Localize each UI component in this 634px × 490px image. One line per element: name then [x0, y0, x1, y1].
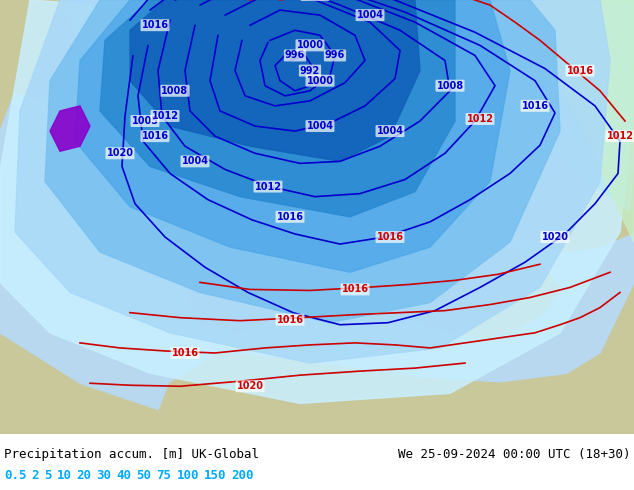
Text: 1012: 1012	[607, 131, 633, 141]
Text: 996: 996	[285, 50, 305, 60]
Text: 1016: 1016	[276, 212, 304, 222]
Polygon shape	[480, 0, 634, 212]
Text: 996: 996	[325, 50, 345, 60]
Text: 992: 992	[300, 66, 320, 75]
Text: 1004: 1004	[306, 121, 333, 131]
Text: 2: 2	[32, 469, 39, 483]
Text: Precipitation accum. [m] UK-Global: Precipitation accum. [m] UK-Global	[4, 448, 259, 461]
Text: 1012: 1012	[152, 111, 179, 121]
Polygon shape	[185, 247, 285, 333]
Text: 1016: 1016	[567, 66, 593, 75]
Text: 1012: 1012	[467, 114, 493, 124]
Text: 1020: 1020	[107, 148, 134, 158]
Polygon shape	[75, 0, 510, 272]
Polygon shape	[170, 30, 230, 71]
Polygon shape	[130, 0, 420, 161]
Text: 1016: 1016	[141, 20, 169, 30]
Text: 200: 200	[231, 469, 254, 483]
Polygon shape	[0, 0, 634, 434]
Text: 30: 30	[96, 469, 112, 483]
Polygon shape	[405, 0, 520, 181]
Text: 40: 40	[117, 469, 131, 483]
Text: 1016: 1016	[522, 101, 548, 111]
Text: 150: 150	[204, 469, 226, 483]
Text: 50: 50	[136, 469, 152, 483]
Text: 1016: 1016	[377, 232, 403, 242]
Text: 1008: 1008	[436, 81, 463, 91]
Text: 1000: 1000	[306, 75, 333, 86]
Text: 5: 5	[44, 469, 51, 483]
Text: 1016: 1016	[342, 284, 368, 294]
Text: 1004: 1004	[356, 10, 384, 20]
Polygon shape	[100, 0, 455, 217]
Text: 1020: 1020	[236, 381, 264, 391]
Text: 1000: 1000	[297, 40, 323, 50]
Text: 1008: 1008	[162, 86, 188, 96]
Text: 0.5: 0.5	[4, 469, 27, 483]
Polygon shape	[150, 353, 634, 434]
Polygon shape	[265, 172, 450, 277]
Text: 1020: 1020	[541, 232, 569, 242]
Polygon shape	[250, 71, 290, 141]
Text: 75: 75	[157, 469, 172, 483]
Polygon shape	[0, 0, 80, 101]
Text: 1012: 1012	[254, 182, 281, 192]
Text: We 25-09-2024 00:00 UTC (18+30): We 25-09-2024 00:00 UTC (18+30)	[398, 448, 630, 461]
Text: 10: 10	[56, 469, 72, 483]
Polygon shape	[0, 0, 634, 403]
Text: 1016: 1016	[141, 131, 169, 141]
Polygon shape	[460, 0, 634, 252]
Text: 100: 100	[176, 469, 199, 483]
Text: 1005: 1005	[131, 116, 158, 126]
Text: 1016: 1016	[276, 315, 304, 325]
Text: 1004: 1004	[377, 126, 403, 136]
Text: 1004: 1004	[181, 156, 209, 167]
Polygon shape	[490, 0, 634, 242]
Polygon shape	[45, 0, 560, 323]
Polygon shape	[15, 0, 610, 363]
Polygon shape	[50, 106, 90, 151]
Polygon shape	[228, 86, 252, 121]
Text: 20: 20	[77, 469, 91, 483]
Polygon shape	[280, 247, 560, 338]
Text: 1016: 1016	[172, 348, 198, 358]
